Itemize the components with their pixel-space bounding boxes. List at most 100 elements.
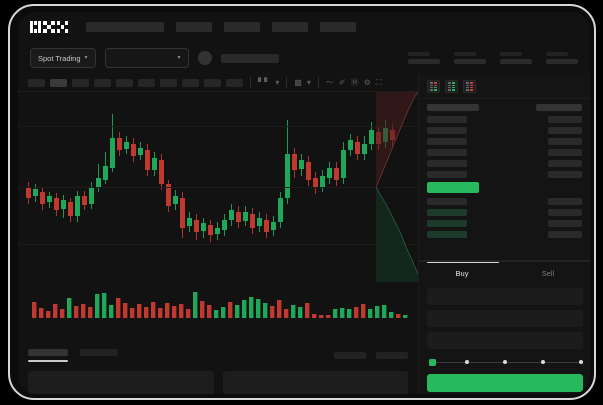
- timeframe-button-6[interactable]: [138, 78, 155, 87]
- mode-line: [429, 89, 434, 91]
- bottom-panel-left: [28, 370, 214, 394]
- pair-select[interactable]: ▾: [104, 48, 189, 68]
- candles-type-icon[interactable]: ▘▘: [258, 77, 271, 87]
- candlestick-chart[interactable]: [18, 92, 418, 282]
- nav-item-2[interactable]: [224, 22, 261, 32]
- tab-open-orders[interactable]: [28, 349, 68, 362]
- timeframe-button-9[interactable]: [204, 78, 221, 87]
- orderbook-price: [427, 220, 467, 227]
- market-type-dropdown[interactable]: Spot Trading ▾: [30, 48, 96, 68]
- orderbook-asks[interactable]: [427, 116, 582, 178]
- timeframe-button-10[interactable]: [226, 78, 243, 87]
- mode-bars: [434, 82, 438, 91]
- okx-logo-icon[interactable]: [30, 21, 69, 33]
- orderbook-bid-row[interactable]: [427, 231, 582, 238]
- tab-track: [419, 260, 590, 262]
- orderbook-ask-row[interactable]: [427, 171, 582, 178]
- mode-line: [465, 84, 470, 86]
- orderbook-price: [427, 160, 467, 167]
- amount-percent-slider[interactable]: [429, 358, 583, 367]
- nav-item-4[interactable]: [320, 22, 357, 32]
- market-type-label: Spot Trading: [38, 53, 81, 63]
- line-tool-icon[interactable]: 〜: [325, 77, 334, 87]
- amount-field[interactable]: [427, 310, 583, 327]
- orderbook-amount: [548, 116, 582, 123]
- timeframe-button-5[interactable]: [116, 78, 133, 87]
- market-subheader: Spot Trading ▾ ▾: [18, 42, 590, 74]
- orderbook-mode-asks[interactable]: [463, 80, 476, 93]
- orderbook-bid-row[interactable]: [427, 198, 582, 205]
- submit-buy-button[interactable]: [427, 374, 583, 392]
- mode-bar: [470, 84, 474, 86]
- settings-gear-icon[interactable]: ⚙: [363, 77, 371, 87]
- slider-stop-25[interactable]: [465, 360, 469, 365]
- orderbook-ask-row[interactable]: [427, 160, 582, 167]
- orderbook-bid-row[interactable]: [427, 220, 582, 227]
- orderbook-bid-row[interactable]: [427, 209, 582, 216]
- timeframe-button-4[interactable]: [94, 78, 111, 87]
- slider-stop-75[interactable]: [541, 360, 545, 365]
- ticker-stats: [408, 52, 578, 64]
- orderbook-bids[interactable]: [427, 198, 582, 238]
- mode-bars: [470, 82, 474, 91]
- price-field[interactable]: [427, 288, 583, 305]
- active-tab-indicator: [427, 261, 499, 263]
- chart-toolbar: ▘▘ ▾ ▩ ▾ 〜 ✐ Ⓜ ⚙ ⛶: [18, 74, 418, 92]
- slider-handle[interactable]: [429, 359, 436, 366]
- total-field[interactable]: [427, 332, 583, 349]
- orderbook-mode-both[interactable]: [427, 80, 440, 93]
- timeframe-button-3[interactable]: [72, 78, 89, 87]
- ticker-stat-value: [454, 59, 486, 64]
- pair-name-placeholder: [220, 53, 279, 63]
- timeframe-button-8[interactable]: [182, 78, 199, 87]
- tab-label: [28, 349, 68, 356]
- gridline-1: [18, 126, 418, 127]
- orderbook: [419, 99, 590, 247]
- orders-content: [28, 370, 408, 394]
- mode-line: [447, 82, 452, 84]
- nav-item-1[interactable]: [176, 22, 213, 32]
- orderbook-ask-row[interactable]: [427, 127, 582, 134]
- orderbook-ask-row[interactable]: [427, 149, 582, 156]
- orderbook-ask-row[interactable]: [427, 116, 582, 123]
- orderbook-price: [427, 209, 467, 216]
- timeframe-button-7[interactable]: [160, 78, 177, 87]
- ticker-stat-value: [408, 59, 440, 64]
- orderbook-mode-bids[interactable]: [445, 80, 458, 93]
- bottom-action-1[interactable]: [334, 351, 366, 359]
- slider-stop-100[interactable]: [579, 360, 583, 365]
- mode-line: [429, 87, 434, 89]
- magnet-icon[interactable]: Ⓜ: [350, 77, 359, 87]
- tab-label: [80, 349, 118, 356]
- pencil-tool-icon[interactable]: ✐: [338, 77, 346, 87]
- toolbar-divider: [286, 77, 288, 88]
- tab-buy[interactable]: Buy: [455, 269, 469, 278]
- orderbook-trade-panel: Buy Sell: [418, 74, 590, 394]
- orderbook-amount: [548, 220, 582, 227]
- timeframe-button-1[interactable]: [28, 78, 45, 87]
- orderbook-amount: [548, 198, 582, 205]
- fullscreen-icon[interactable]: ⛶: [375, 77, 382, 87]
- tab-order-history[interactable]: [80, 349, 118, 362]
- gridline-3: [18, 244, 418, 245]
- mode-bar: [452, 87, 456, 89]
- candles-dropdown-icon[interactable]: ▾: [275, 77, 280, 87]
- orderbook-col-amount: [536, 104, 582, 111]
- indicators-dropdown-icon[interactable]: ▾: [306, 77, 311, 87]
- tab-sell[interactable]: Sell: [541, 269, 555, 278]
- slider-stop-50[interactable]: [503, 360, 507, 365]
- bottom-panel-right: [222, 370, 408, 394]
- nav-item-3[interactable]: [272, 22, 309, 32]
- orderbook-ask-row[interactable]: [427, 138, 582, 145]
- orders-panel: [18, 342, 418, 394]
- orderbook-amount: [548, 138, 582, 145]
- bottom-action-2[interactable]: [376, 351, 408, 359]
- orderbook-price: [427, 171, 467, 178]
- mode-bar: [452, 84, 456, 86]
- mode-bar: [470, 89, 474, 91]
- indicators-icon[interactable]: ▩: [294, 77, 302, 87]
- nav-search[interactable]: [86, 22, 165, 32]
- timeframe-button-2[interactable]: [50, 78, 67, 87]
- orderbook-amount: [548, 209, 582, 216]
